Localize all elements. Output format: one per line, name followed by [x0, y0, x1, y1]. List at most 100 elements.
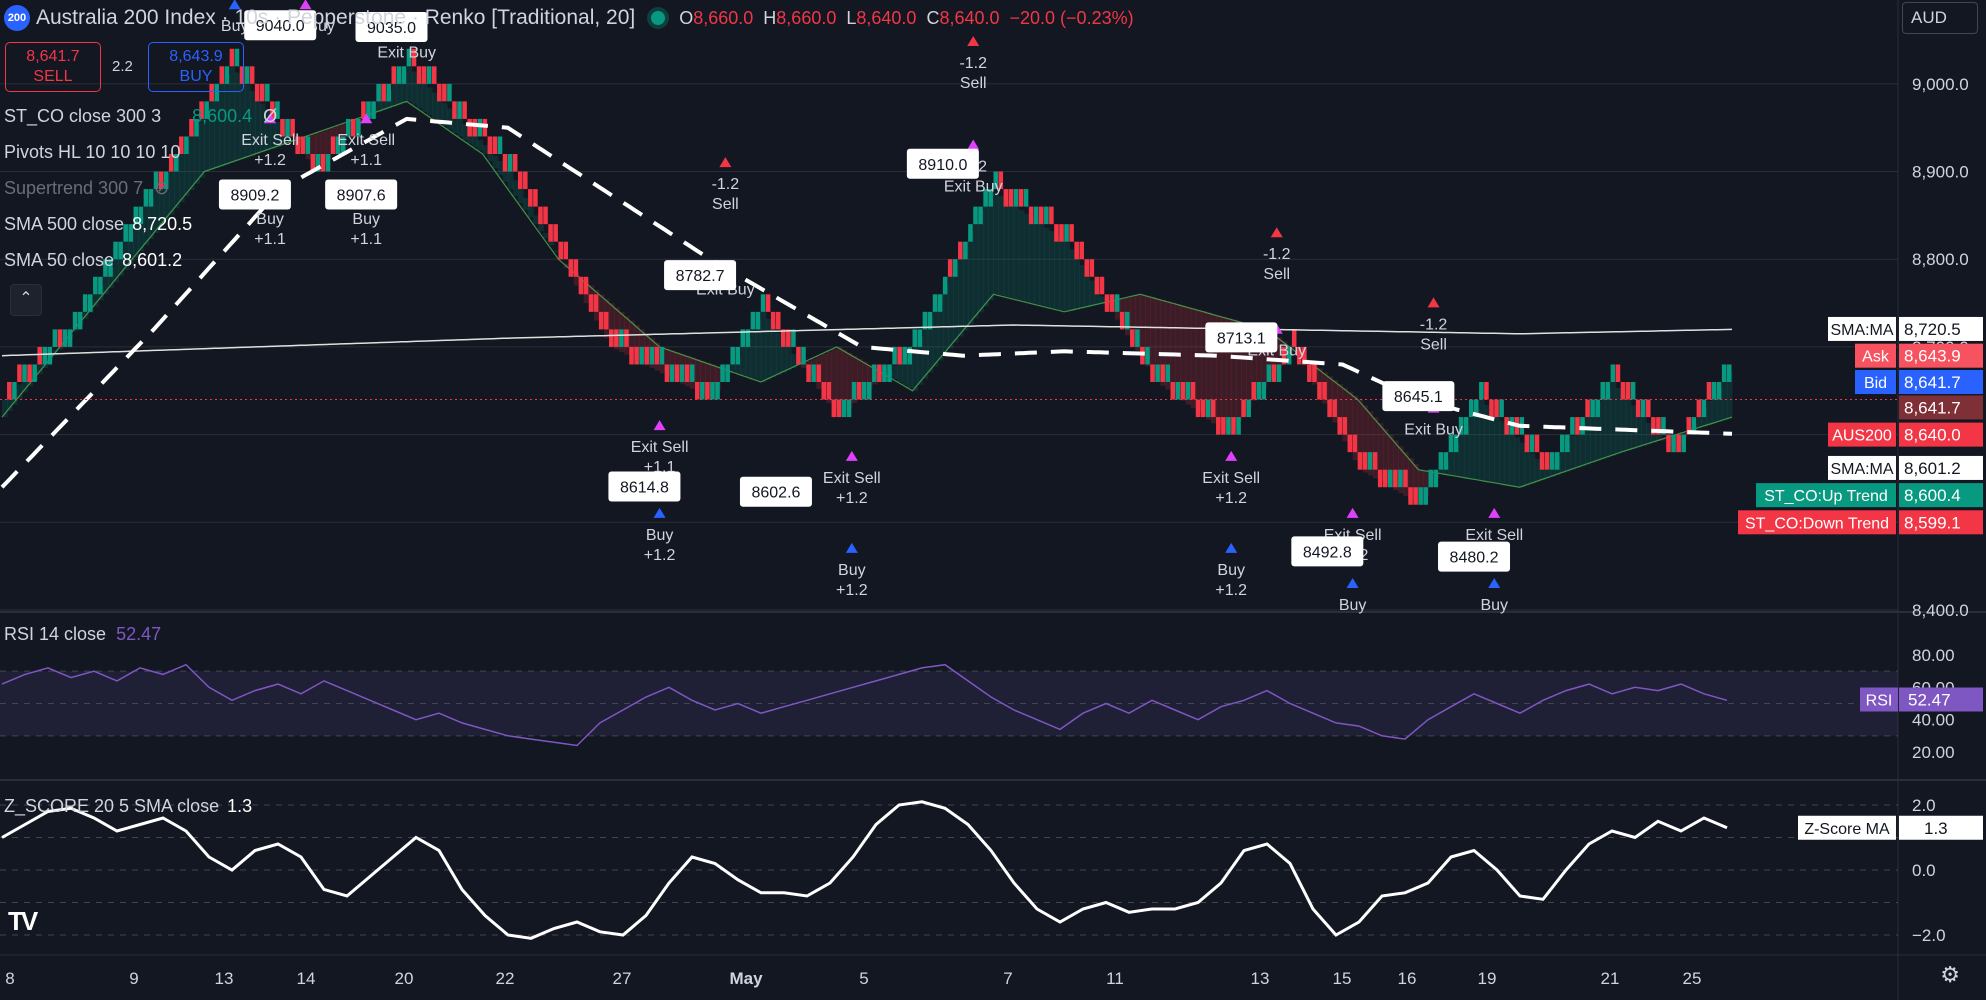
collapse-legend-button[interactable]: ⌃ [10, 284, 42, 316]
price-tick-label: 8,900.0 [1912, 163, 1969, 182]
renko-brick [998, 171, 1004, 190]
renko-brick [1140, 346, 1145, 365]
renko-brick [983, 189, 988, 207]
price-tag-value: 8,601.2 [1904, 459, 1961, 478]
supertrend-cloud [184, 139, 190, 197]
signal-arrow [653, 507, 666, 518]
supertrend-cloud [988, 189, 994, 301]
price-tick-label: 8,400.0 [1912, 601, 1969, 620]
legend-supertrend[interactable]: Supertrend 300 7 ⊘ [4, 178, 169, 199]
renko-brick [1296, 346, 1302, 365]
supertrend-cloud [1468, 417, 1475, 479]
renko-brick [1302, 346, 1307, 365]
renko-brick [593, 294, 599, 312]
renko-brick [108, 259, 113, 277]
supertrend-cloud [892, 365, 898, 380]
renko-brick [882, 364, 887, 382]
signal-sublabel: +1.2 [836, 490, 868, 507]
renko-brick [351, 118, 356, 137]
renko-brick [841, 399, 847, 418]
supertrend-cloud [168, 164, 175, 215]
supertrend-cloud [1388, 434, 1394, 488]
signal-label: Buy [646, 527, 674, 544]
legend-rsi[interactable]: RSI 14 close 52.47 [4, 624, 161, 645]
renko-brick [87, 294, 93, 312]
renko-brick [1185, 382, 1191, 400]
renko-brick [1595, 399, 1600, 418]
renko-brick [917, 329, 923, 347]
pivot-label: 8645.1 [1394, 389, 1443, 406]
renko-brick [1560, 434, 1565, 453]
symbol-badge[interactable]: 200 [4, 5, 30, 31]
renko-brick [1651, 417, 1656, 435]
renko-brick [1671, 434, 1676, 453]
legend-sma50[interactable]: SMA 50 close 8,601.2 [4, 250, 182, 271]
renko-brick [659, 346, 665, 365]
renko-brick [280, 118, 285, 137]
renko-brick [619, 329, 624, 347]
price-tag-label: Ask [1862, 349, 1890, 366]
supertrend-cloud [179, 148, 185, 203]
renko-brick [892, 346, 897, 365]
renko-brick [816, 364, 821, 382]
supertrend-cloud [1408, 458, 1414, 499]
supertrend-cloud [533, 215, 539, 225]
supertrend-cloud [158, 180, 165, 227]
supertrend-cloud [1145, 295, 1151, 367]
renko-brick [194, 118, 199, 137]
signal-arrow [719, 157, 732, 168]
renko-brick [457, 101, 462, 119]
legend-sma500[interactable]: SMA 500 close 8,720.5 [4, 214, 192, 235]
signal-arrow [1225, 450, 1238, 461]
supertrend-cloud [462, 124, 468, 140]
supertrend-cloud [7, 394, 13, 411]
supertrend-cloud [1140, 294, 1146, 359]
renko-brick [1640, 399, 1646, 418]
legend-st-co[interactable]: ST_CO close 300 3 8,600.4 Ø [4, 106, 277, 127]
time-tick-label: 22 [496, 969, 515, 988]
pivot-label-box [664, 260, 737, 291]
supertrend-cloud [1539, 464, 1546, 481]
supertrend-cloud [1367, 411, 1374, 476]
supertrend-cloud [639, 329, 645, 363]
supertrend-cloud [1023, 213, 1030, 302]
supertrend-cloud [634, 325, 640, 361]
renko-brick [1539, 452, 1545, 470]
supertrend-cloud [487, 150, 494, 162]
supertrend-cloud [1003, 199, 1010, 297]
supertrend-cloud [629, 320, 635, 358]
renko-brick [1180, 382, 1186, 400]
supertrend-cloud [103, 276, 109, 295]
buy-button[interactable]: 8,643.9 BUY [148, 42, 244, 92]
supertrend-cloud [315, 132, 322, 172]
renko-brick [163, 171, 169, 190]
supertrend-cloud [1246, 323, 1252, 408]
price-tag-label: SMA:MA [1830, 461, 1893, 478]
renko-brick [1337, 417, 1342, 435]
price-tick-label: 8,800.0 [1912, 250, 1969, 269]
settings-gear-icon[interactable]: ⚙ [1940, 962, 1960, 987]
currency-select[interactable]: AUD [1902, 2, 1978, 34]
supertrend-cloud [1519, 442, 1526, 488]
legend-pivots[interactable]: Pivots HL 10 10 10 10 [4, 142, 180, 163]
renko-brick [93, 276, 98, 295]
renko-brick [1408, 487, 1413, 505]
supertrend-cloud [280, 128, 286, 146]
supertrend-cloud [1084, 272, 1091, 308]
renko-brick [902, 346, 907, 365]
renko-brick [1499, 399, 1504, 418]
legend-zscore[interactable]: Z_SCORE 20 5 SMA close 1.3 [4, 796, 252, 817]
sell-button[interactable]: 8,641.7 SELL [5, 42, 101, 92]
renko-brick [179, 136, 184, 154]
renko-brick [826, 382, 832, 400]
supertrend-cloud [437, 97, 443, 123]
renko-brick [1155, 364, 1160, 382]
rsi-tick-label: 20.00 [1912, 743, 1955, 762]
renko-brick [811, 364, 816, 382]
chart-title[interactable]: Australia 200 Index · 10s · Pepperstone … [36, 6, 636, 29]
renko-brick [765, 294, 771, 312]
renko-brick [836, 399, 842, 418]
supertrend-cloud [194, 123, 200, 184]
renko-brick [1666, 434, 1671, 453]
